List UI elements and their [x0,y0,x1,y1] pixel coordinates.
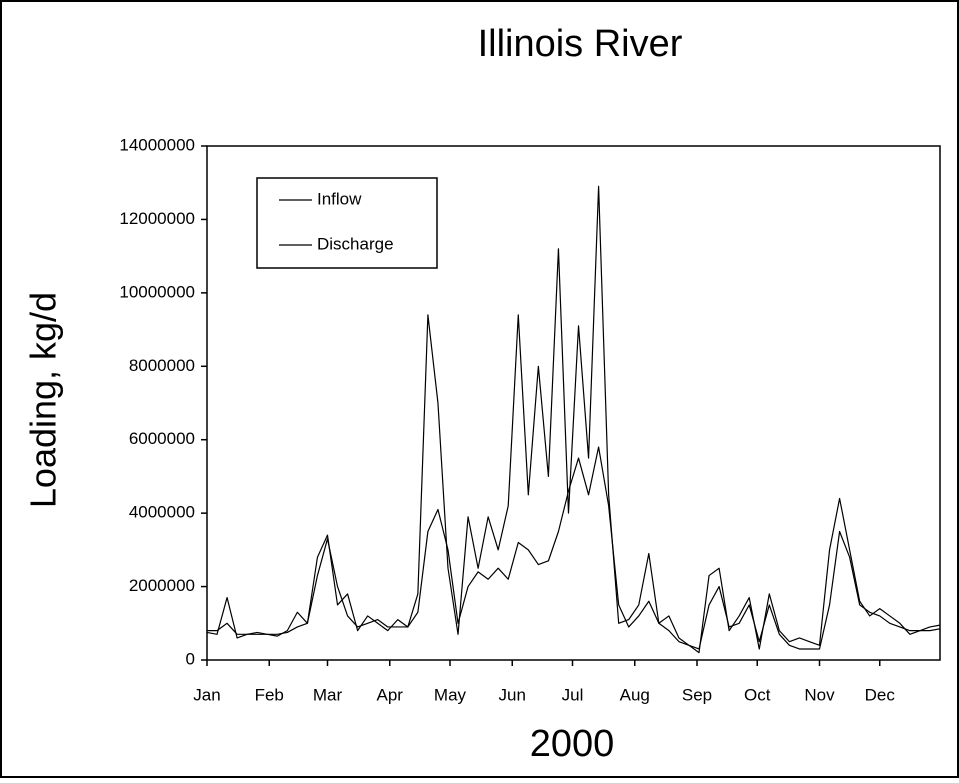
y-tick-label: 6000000 [129,429,195,448]
x-tick-label: Mar [313,685,343,704]
x-tick-label: Nov [804,685,835,704]
legend-label: Inflow [317,189,362,208]
x-tick-label: Aug [620,685,650,704]
series-line [207,446,941,650]
x-tick-label: Jun [499,685,526,704]
y-tick-label: 12000000 [119,209,195,228]
x-tick-label: Jul [562,685,584,704]
x-tick-label: Apr [377,685,404,704]
y-axis-label: Loading, kg/d [23,292,64,508]
y-tick-label: 4000000 [129,503,195,522]
y-tick-label: 14000000 [119,135,195,154]
x-tick-label: May [434,685,467,704]
x-tick-label: Jan [193,685,220,704]
y-tick-label: 10000000 [119,282,195,301]
y-tick-label: 2000000 [129,576,195,595]
plot-area [206,145,941,661]
x-tick-label: Sep [682,685,712,704]
legend-box [256,177,438,269]
legend-label: Discharge [317,234,394,253]
y-tick-label: 8000000 [129,356,195,375]
x-tick-label: Oct [744,685,771,704]
y-tick-label: 0 [186,649,195,668]
chart-title: Illinois River [478,23,683,65]
x-tick-label: Dec [865,685,896,704]
x-axis-label: 2000 [530,723,615,765]
x-tick-label: Feb [255,685,284,704]
